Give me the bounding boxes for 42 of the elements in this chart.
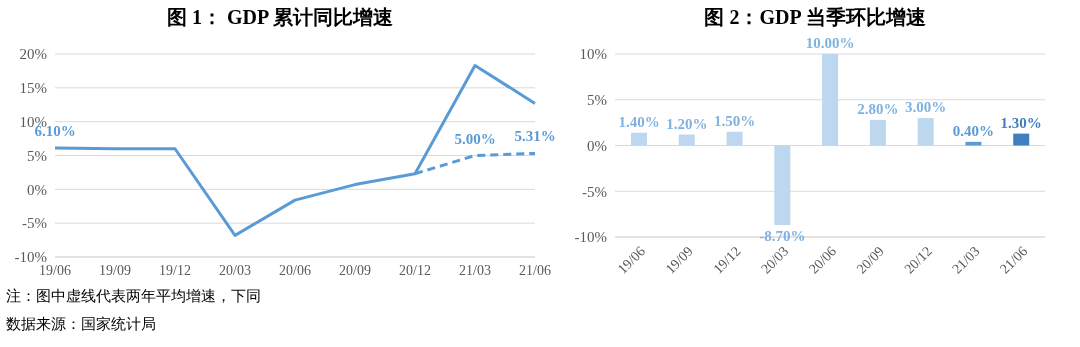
source-note: 数据来源：国家统计局 bbox=[6, 315, 157, 334]
data-label: 1.50% bbox=[713, 112, 756, 129]
data-label: 5.00% bbox=[454, 130, 496, 147]
data-label: 1.30% bbox=[1000, 114, 1042, 131]
x-tick-label: 21/03 bbox=[459, 262, 491, 278]
text: 注：图中虚线代表两年平均增速，下同 bbox=[6, 287, 262, 306]
data-label: 0.40% bbox=[952, 122, 995, 139]
bar bbox=[726, 131, 743, 146]
y-tick-label: 5% bbox=[27, 147, 47, 164]
bar bbox=[965, 141, 982, 146]
bar bbox=[631, 132, 647, 146]
x-tick-label: 21/06 bbox=[519, 262, 551, 278]
chart-title: 图 2：GDP 当季环比增速 bbox=[703, 5, 927, 30]
y-tick-label: 5% bbox=[587, 92, 607, 109]
y-tick-label: 20% bbox=[19, 46, 47, 63]
data-label: 3.00% bbox=[905, 99, 947, 116]
x-tick-label: 19/12 bbox=[159, 262, 191, 278]
y-tick-label: 0% bbox=[27, 181, 47, 198]
y-tick-label: -10% bbox=[574, 229, 607, 246]
bar bbox=[869, 119, 886, 146]
bar bbox=[774, 145, 791, 226]
chart-title: 图 1： GDP 累计同比增速 bbox=[165, 5, 395, 30]
data-label: 5.31% bbox=[514, 128, 556, 145]
data-label: 1.40% bbox=[618, 113, 660, 130]
bar bbox=[678, 134, 695, 146]
x-tick-label: 20/12 bbox=[399, 262, 431, 278]
bar bbox=[822, 54, 839, 146]
x-tick-label: 19/09 bbox=[99, 262, 131, 278]
data-label: -8.70% bbox=[759, 228, 806, 245]
y-tick-label: -5% bbox=[582, 183, 607, 200]
data-label: 10.00% bbox=[805, 35, 855, 51]
x-tick-label: 20/09 bbox=[339, 262, 371, 278]
bar bbox=[1013, 133, 1030, 146]
y-tick-label: 10% bbox=[579, 46, 607, 63]
x-tick-label: 20/03 bbox=[219, 262, 251, 278]
x-tick-label: 20/06 bbox=[279, 262, 311, 278]
y-tick-label: -5% bbox=[22, 215, 47, 232]
data-label: 1.20% bbox=[666, 115, 708, 132]
bar bbox=[917, 118, 934, 146]
data-label: 2.80% bbox=[857, 100, 899, 117]
y-tick-label: 15% bbox=[19, 80, 47, 97]
y-tick-label: 0% bbox=[587, 137, 607, 154]
